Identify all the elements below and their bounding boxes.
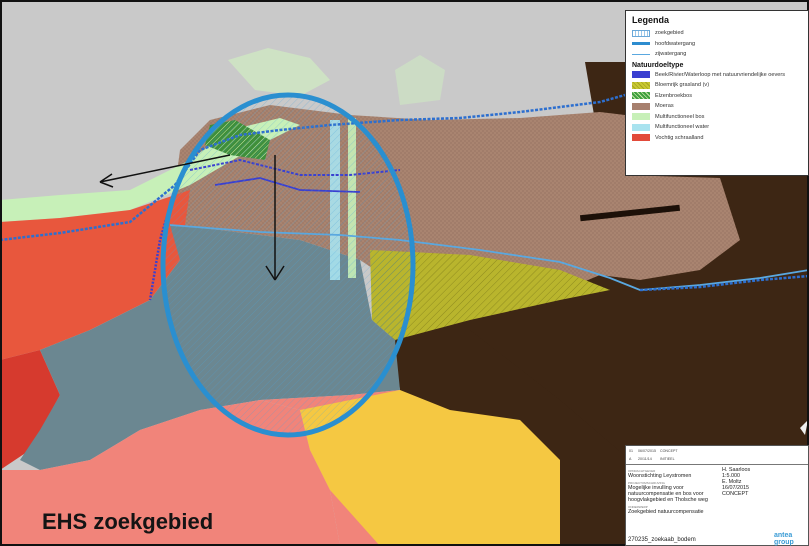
north-arrow-icon: [800, 420, 808, 435]
arrow-west-head-icon: [99, 173, 114, 188]
legend-row-type: Bloemrijk grasland (v): [632, 80, 802, 91]
bos-swatch: [632, 113, 650, 121]
hoofdwatergang-swatch: [632, 42, 650, 46]
legend-row-type: Elzenbroekbos: [632, 91, 802, 102]
scale: 1:5.000: [722, 473, 740, 479]
schraalland-swatch: [632, 134, 650, 142]
legend-section-title: Natuurdoeltype: [632, 61, 684, 69]
client-name: Woonstichting Leystromen: [628, 473, 692, 479]
faint-green-area: [228, 48, 330, 96]
beek-swatch: [632, 71, 650, 79]
legend-row-type: Multifunctioneel bos: [632, 112, 802, 123]
legend-row-type: Multifunctioneel water: [632, 122, 802, 133]
ehs-zoekgebied-label: EHS zoekgebied: [42, 509, 214, 534]
hoofdwatergang-east: [639, 274, 809, 292]
zijwatergang-swatch: [632, 53, 650, 55]
dark-bar: [579, 204, 681, 222]
project-number: 270235_zoekaab_bodem: [628, 537, 696, 543]
date: 16/07/2015: [722, 485, 749, 491]
bloemrijk-grasland-area: [370, 250, 610, 340]
legend-row-type: Vochtig schraalland: [632, 133, 802, 144]
checked-by: E. Moltz: [722, 479, 742, 485]
project-description: Mogelijke invulling voor natuurcompensat…: [628, 485, 708, 503]
title-block-left: OPDRACHTGEVER Woonstichting Leystromen P…: [628, 467, 718, 515]
faint-green-area-2: [395, 55, 445, 105]
legend-title: Legenda: [632, 15, 670, 25]
title-block: 01 06/07/2015 CONCEPT A 20/11/14 INITIEE…: [625, 445, 809, 546]
drawn-by: H. Saarloos: [722, 467, 751, 473]
zoekgebied-swatch: [632, 29, 650, 37]
legend-row-type: Beek/Rivier/Waterloop met natuurvriendel…: [632, 70, 802, 81]
map-legend: Legenda zoekgebied hoofdwatergang zijwat…: [625, 10, 809, 176]
salmon-area: [0, 400, 340, 546]
legend-row-hoofdwatergang: hoofdwatergang: [632, 39, 802, 50]
moeras-swatch: [632, 102, 650, 110]
elzenbroekbos-swatch: [632, 92, 650, 100]
arrow-west-line: [99, 154, 231, 183]
vochtig-schraalland-red: [0, 350, 60, 470]
legend-row-zijwatergang: zijwatergang: [632, 49, 802, 60]
title-block-right: H. Saarloos 1:5.000 E. Moltz 16/07/2015 …: [722, 467, 808, 497]
company-logo: antea group: [774, 532, 794, 546]
revision-table: 01 06/07/2015 CONCEPT A 20/11/14 INITIEE…: [626, 446, 808, 465]
water-swatch: [632, 123, 650, 131]
drawing-title: Zoekgebied natuurcompensatie: [628, 509, 704, 515]
legend-row-type: Moeras: [632, 101, 802, 112]
beek-west: [148, 189, 177, 301]
arrow-south-head-icon: [265, 265, 285, 281]
status: CONCEPT: [722, 491, 749, 497]
vochtig-schraalland-left: [0, 190, 190, 360]
zoekgebied-ellipse[interactable]: [160, 92, 416, 438]
bloemrijk-swatch: [632, 81, 650, 89]
yellow-area: [300, 390, 560, 546]
legend-row-zoekgebied: zoekgebied: [632, 28, 802, 39]
